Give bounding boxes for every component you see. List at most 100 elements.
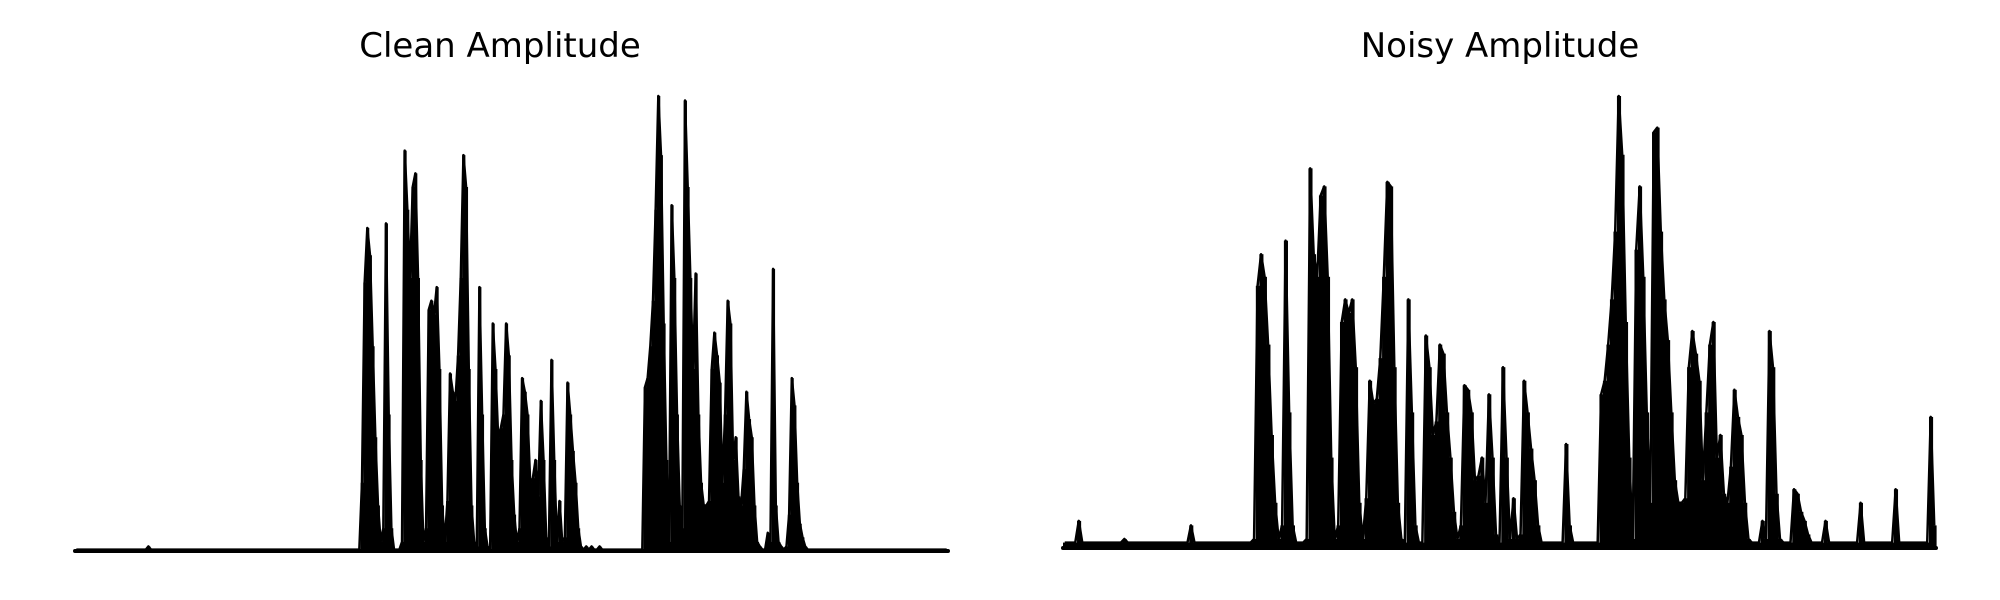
amplitude-bar bbox=[1595, 542, 1601, 548]
amplitude-bar bbox=[518, 528, 522, 551]
amplitude-bar bbox=[742, 469, 746, 551]
amplitude-bar bbox=[1585, 542, 1590, 548]
amplitude-bar bbox=[1725, 502, 1730, 548]
amplitude-bar bbox=[1837, 542, 1842, 548]
amplitude-bar bbox=[1354, 367, 1359, 548]
amplitude-bar bbox=[643, 387, 647, 551]
amplitude-bar bbox=[675, 414, 679, 551]
amplitude-bar bbox=[528, 482, 533, 551]
amplitude-bar bbox=[1511, 498, 1516, 548]
amplitude-bar bbox=[1154, 542, 1159, 548]
amplitude-bar bbox=[1536, 525, 1541, 548]
amplitude-bar bbox=[715, 355, 719, 551]
amplitude-bar bbox=[1304, 538, 1310, 548]
amplitude-bar bbox=[1907, 542, 1913, 548]
amplitude-bar bbox=[1767, 331, 1772, 548]
amplitude-bar bbox=[707, 500, 711, 551]
amplitude-bar bbox=[496, 437, 501, 551]
amplitude-bar bbox=[1641, 276, 1646, 548]
amplitude-bar bbox=[1108, 542, 1113, 548]
amplitude-bar bbox=[443, 541, 447, 551]
amplitude-bar bbox=[1368, 380, 1373, 548]
amplitude-bar bbox=[454, 400, 458, 551]
amplitude-series-noisy bbox=[1063, 96, 1937, 548]
amplitude-bar bbox=[1823, 520, 1828, 548]
amplitude-bar bbox=[1066, 542, 1071, 548]
amplitude-bar bbox=[1245, 542, 1250, 548]
amplitude-bar bbox=[1743, 502, 1748, 548]
amplitude-line-clean bbox=[76, 94, 947, 551]
amplitude-bar bbox=[1606, 344, 1611, 548]
amplitude-bar bbox=[1897, 542, 1902, 548]
amplitude-bar bbox=[526, 414, 530, 551]
amplitude-bar bbox=[472, 541, 477, 551]
amplitude-bar bbox=[411, 187, 415, 551]
amplitude-bar bbox=[475, 546, 479, 551]
amplitude-bar bbox=[1375, 398, 1380, 548]
amplitude-bar bbox=[1673, 480, 1678, 548]
amplitude-bar bbox=[1178, 542, 1183, 548]
amplitude-bar bbox=[1518, 534, 1523, 548]
amplitude-bar bbox=[1820, 542, 1825, 548]
amplitude-bar bbox=[1392, 367, 1397, 548]
amplitude-bar bbox=[1578, 542, 1583, 548]
amplitude-bar bbox=[1550, 542, 1555, 548]
amplitude-bar bbox=[798, 523, 802, 551]
amplitude-bar bbox=[1357, 502, 1362, 548]
amplitude-bar bbox=[1753, 542, 1758, 548]
amplitude-bar bbox=[1231, 542, 1236, 548]
amplitude-bar bbox=[534, 460, 538, 551]
amplitude-bar bbox=[1273, 502, 1278, 548]
amplitude-bar bbox=[1560, 542, 1565, 548]
amplitude-bar bbox=[1168, 542, 1173, 548]
amplitude-bar bbox=[1827, 542, 1832, 548]
amplitude-bar bbox=[1234, 542, 1239, 548]
amplitude-bar bbox=[654, 209, 658, 551]
amplitude-bar bbox=[1164, 542, 1169, 548]
amplitude-bar bbox=[1157, 542, 1162, 548]
amplitude-bar bbox=[1080, 542, 1085, 548]
amplitude-bar bbox=[1434, 421, 1439, 548]
amplitude-bar bbox=[1662, 299, 1667, 548]
amplitude-bar bbox=[699, 482, 703, 551]
amplitude-bar bbox=[1322, 186, 1327, 548]
amplitude-bar bbox=[1301, 542, 1306, 548]
amplitude-bar bbox=[539, 400, 543, 551]
amplitude-bar bbox=[694, 273, 698, 551]
amplitude-bar bbox=[1290, 525, 1295, 548]
amplitude-bar bbox=[1448, 457, 1453, 548]
amplitude-bar bbox=[667, 541, 671, 551]
amplitude-bar bbox=[1497, 542, 1502, 548]
amplitude-bar bbox=[1501, 367, 1506, 548]
amplitude-bar bbox=[560, 541, 565, 551]
amplitude-bar bbox=[382, 528, 386, 551]
amplitude-bar bbox=[1136, 542, 1141, 548]
amplitude-bar bbox=[1396, 502, 1401, 548]
amplitude-bar bbox=[1813, 542, 1818, 548]
amplitude-bar bbox=[1389, 186, 1394, 548]
amplitude-bar bbox=[1098, 542, 1103, 548]
amplitude-bar bbox=[1196, 542, 1201, 548]
amplitude-bar bbox=[1785, 542, 1790, 548]
amplitude-bar bbox=[1914, 542, 1920, 548]
amplitude-bar bbox=[1140, 542, 1145, 548]
amplitude-bar bbox=[1452, 511, 1457, 548]
amplitude-bar bbox=[1266, 344, 1271, 548]
amplitude-bar bbox=[1525, 412, 1530, 548]
amplitude-bar bbox=[376, 505, 380, 551]
amplitude-bar bbox=[793, 405, 797, 551]
amplitude-bar bbox=[774, 505, 778, 551]
amplitude-bar bbox=[1872, 542, 1877, 548]
amplitude-series-clean bbox=[75, 96, 949, 552]
amplitude-bar bbox=[1858, 502, 1863, 548]
amplitude-bar bbox=[1238, 542, 1243, 548]
amplitude-bar bbox=[1637, 186, 1643, 548]
amplitude-bar bbox=[1248, 542, 1253, 548]
amplitude-bar bbox=[801, 537, 805, 551]
amplitude-bar bbox=[1886, 542, 1892, 548]
amplitude-bar bbox=[566, 382, 570, 551]
amplitude-bar bbox=[1876, 542, 1881, 548]
amplitude-bar bbox=[1410, 412, 1415, 548]
amplitude-bar bbox=[1806, 534, 1811, 548]
amplitude-bar bbox=[1455, 538, 1460, 548]
